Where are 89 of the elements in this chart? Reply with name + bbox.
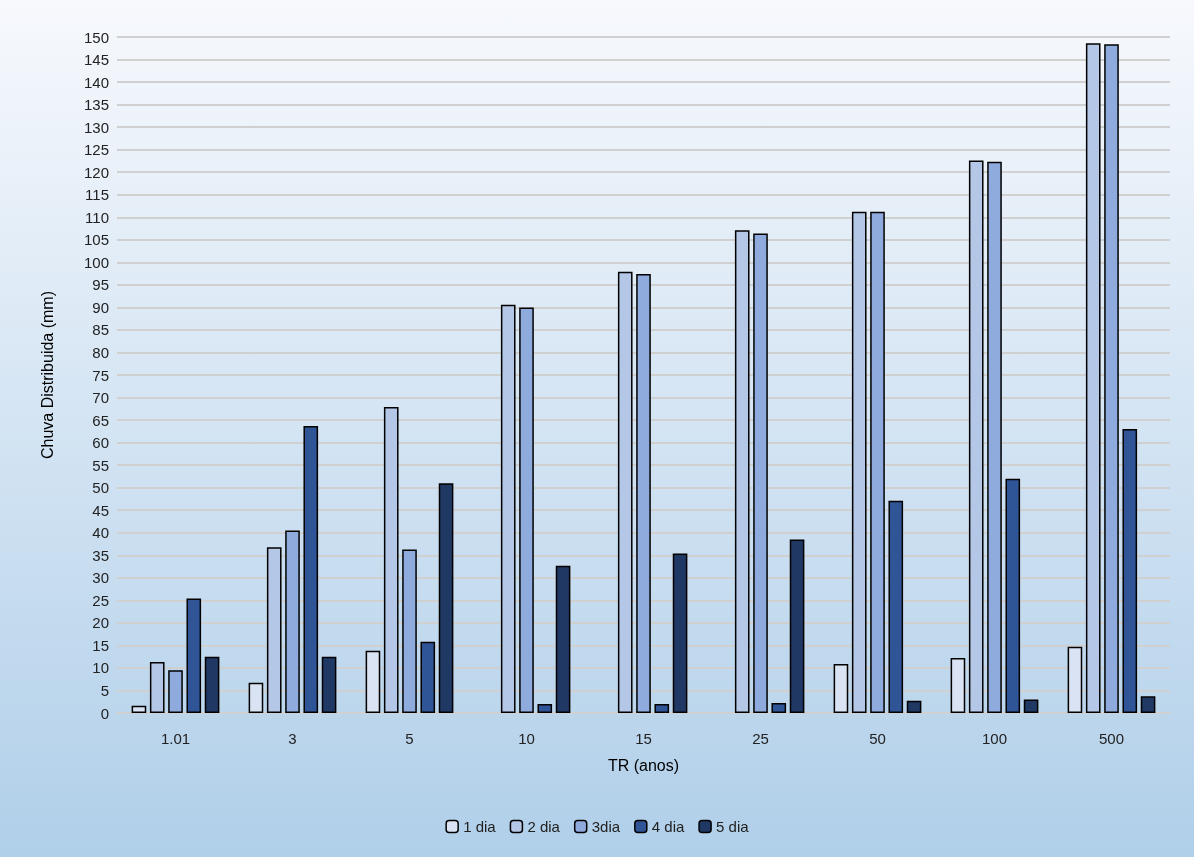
- x-tick-label: 50: [869, 730, 886, 747]
- y-tick-label: 110: [85, 208, 109, 226]
- bar: [1085, 43, 1101, 713]
- bar: [906, 700, 922, 713]
- y-tick-label: 90: [92, 298, 109, 316]
- bar: [500, 304, 516, 713]
- bar: [950, 658, 966, 713]
- bar: [519, 307, 534, 713]
- bar: [168, 670, 183, 713]
- y-tick-label: 145: [83, 51, 109, 69]
- bar: [383, 407, 399, 713]
- y-tick-label: 15: [92, 636, 109, 654]
- x-axis-title: TR (anos): [607, 756, 680, 774]
- y-tick-label: 60: [92, 434, 109, 452]
- y-tick-label: 70: [92, 389, 109, 407]
- bar: [1005, 478, 1021, 713]
- y-tick-label: 100: [83, 253, 109, 271]
- x-tick-label: 1.01: [160, 730, 191, 747]
- y-tick-label: 40: [92, 524, 109, 542]
- bar: [1122, 429, 1138, 713]
- bar: [654, 703, 670, 713]
- y-tick-label: 125: [83, 141, 109, 159]
- y-tick-label: 5: [100, 681, 109, 699]
- x-tick-label: 25: [752, 730, 769, 747]
- bar: [1140, 696, 1156, 713]
- bar: [851, 211, 867, 713]
- bar: [321, 656, 337, 713]
- y-tick-label: 30: [92, 569, 109, 587]
- y-tick-label: 140: [83, 73, 109, 91]
- bar: [248, 682, 264, 713]
- bar: [303, 425, 319, 713]
- y-tick-label: 120: [83, 163, 109, 181]
- legend-label: 3dia: [591, 818, 621, 835]
- bar: [365, 650, 381, 713]
- y-tick-label: 35: [92, 546, 109, 564]
- y-tick-label: 25: [92, 591, 109, 609]
- bar: [789, 539, 805, 713]
- bar: [186, 598, 202, 713]
- x-tick-label: 5: [405, 730, 414, 747]
- x-tick-label: 100: [981, 730, 1008, 747]
- bar: [870, 211, 885, 713]
- bar: [420, 641, 436, 713]
- bar: [636, 274, 651, 713]
- x-tick-label: 15: [635, 730, 652, 747]
- y-tick-label: 20: [92, 614, 109, 632]
- y-tick-label: 10: [92, 659, 109, 677]
- bar: [149, 662, 165, 713]
- legend-label: 4 dia: [651, 818, 685, 835]
- y-tick-label: 95: [92, 276, 109, 294]
- x-tick-label: 500: [1098, 730, 1125, 747]
- y-tick-label: 50: [92, 479, 109, 497]
- x-tick-label: 10: [518, 730, 535, 747]
- y-axis-title: Chuva Distribuida (mm): [38, 290, 56, 460]
- y-tick-label: 135: [83, 96, 109, 114]
- bar: [987, 161, 1002, 713]
- bar: [1104, 44, 1119, 713]
- x-tick-label: 3: [288, 730, 297, 747]
- bar: [402, 549, 417, 713]
- bar: [555, 565, 571, 713]
- bar: [771, 703, 787, 713]
- bar: [438, 483, 454, 713]
- bar: [672, 553, 688, 713]
- y-tick-label: 0: [100, 704, 109, 722]
- bar: [753, 233, 768, 713]
- bar: [285, 530, 300, 713]
- bar: [204, 656, 220, 713]
- bar: [266, 547, 282, 713]
- y-tick-label: 45: [92, 501, 109, 519]
- bar: [131, 705, 147, 713]
- y-tick-label: 55: [92, 456, 109, 474]
- legend-label: 2 dia: [527, 818, 561, 835]
- y-tick-label: 105: [83, 231, 109, 249]
- bar: [888, 500, 904, 713]
- bar: [833, 663, 849, 713]
- y-tick-label: 65: [92, 411, 109, 429]
- y-tick-label: 115: [85, 186, 109, 204]
- bar: [617, 271, 633, 713]
- bar: [1067, 646, 1083, 713]
- y-tick-label: 75: [92, 366, 109, 384]
- bar: [1023, 699, 1039, 713]
- bar: [734, 230, 750, 713]
- y-tick-label: 130: [83, 118, 109, 136]
- bar: [537, 703, 553, 713]
- y-tick-label: 80: [92, 343, 109, 361]
- legend-label: 1 dia: [463, 818, 497, 835]
- legend-label: 5 dia: [716, 818, 750, 835]
- y-tick-label: 85: [92, 321, 109, 339]
- y-tick-label: 150: [83, 28, 109, 46]
- bar: [968, 160, 984, 713]
